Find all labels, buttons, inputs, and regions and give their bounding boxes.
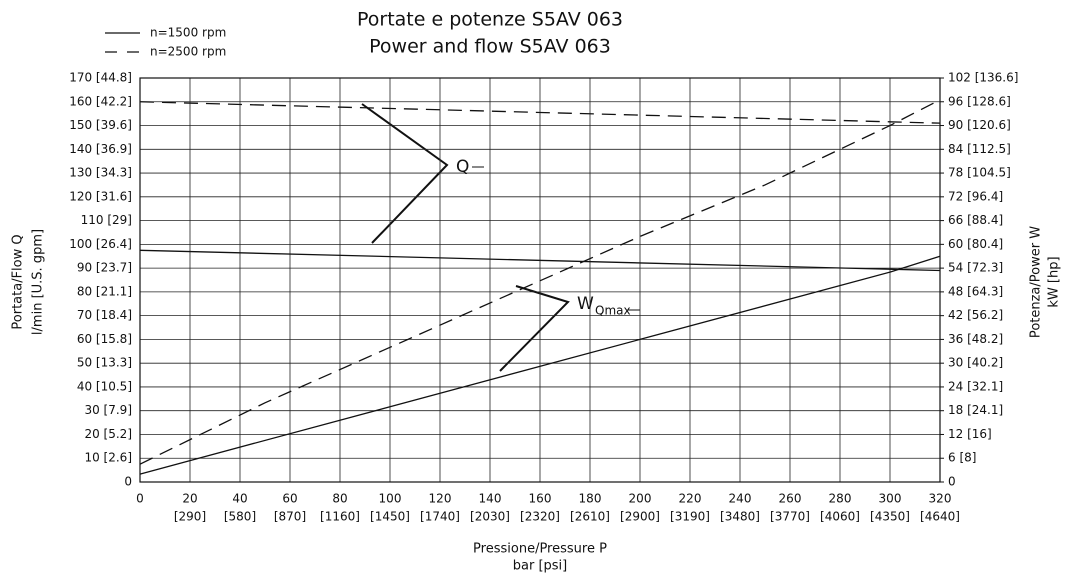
y2-tick-label: 60 [80.4] [948, 237, 1003, 251]
x-tick-label: 180 [579, 492, 602, 506]
y-tick-label: 10 [2.6] [84, 451, 132, 465]
y2-tick-label: 42 [56.2] [948, 308, 1003, 322]
chart-title: Portate e potenze S5AV 063 [357, 9, 623, 31]
x-tick-sublabel: [4350] [870, 510, 910, 524]
y-tick-label: 120 [31.6] [69, 189, 132, 203]
y-axis-unit: l/min [U.S. gpm] [31, 229, 46, 335]
x-tick-sublabel: [290] [174, 510, 206, 524]
x-tick-label: 260 [779, 492, 802, 506]
plot-frame [139, 77, 941, 483]
y2-tick-label: 6 [8] [948, 451, 976, 465]
y2-tick-label: 12 [16] [948, 427, 992, 441]
y-tick-label: 110 [29] [81, 213, 132, 227]
y-tick-label: 0 [124, 475, 132, 489]
q-leader [361, 103, 449, 244]
x-tick-label: 40 [232, 492, 247, 506]
y2-tick-label: 66 [88.4] [948, 213, 1003, 227]
y2-tick-label: 24 [32.1] [948, 379, 1003, 393]
y2-tick-label: 96 [128.6] [948, 94, 1011, 108]
x-tick-label: 160 [529, 492, 552, 506]
y2-axis-label: Potenza/Power W [1029, 226, 1044, 338]
series-line [139, 101, 941, 124]
x-tick-sublabel: [2610] [570, 510, 610, 524]
y-axis-label: Portata/Flow Q [11, 234, 26, 329]
y2-tick-label: 18 [24.1] [948, 403, 1003, 417]
w-annotation: W [577, 294, 594, 314]
x-tick-label: 60 [282, 492, 297, 506]
x-tick-sublabel: [2030] [470, 510, 510, 524]
y-tick-label: 170 [44.8] [69, 71, 132, 85]
x-axis-label: Pressione/Pressure P [473, 542, 607, 557]
q-annotation: Q [456, 157, 469, 177]
x-tick-label: 240 [729, 492, 752, 506]
x-tick-sublabel: [1160] [320, 510, 360, 524]
w-subscript: Qmax [595, 304, 631, 318]
x-tick-label: 0 [136, 492, 144, 506]
y2-tick-label: 48 [64.3] [948, 284, 1003, 298]
x-tick-sublabel: [1450] [370, 510, 410, 524]
x-tick-sublabel: [2900] [620, 510, 660, 524]
x-tick-label: 80 [332, 492, 347, 506]
x-tick-label: 140 [479, 492, 502, 506]
y2-axis-unit: kW [hp] [1047, 256, 1062, 307]
y2-tick-label: 30 [40.2] [948, 356, 1003, 370]
y2-tick-label: 102 [136.6] [948, 71, 1018, 85]
y-tick-label: 20 [5.2] [84, 427, 132, 441]
y-tick-label: 80 [21.1] [77, 284, 132, 298]
x-tick-label: 20 [182, 492, 197, 506]
chart-subtitle: Power and flow S5AV 063 [369, 36, 611, 58]
y-tick-label: 140 [36.9] [69, 142, 132, 156]
w-leader [499, 285, 570, 372]
x-tick-label: 280 [829, 492, 852, 506]
x-tick-label: 320 [929, 492, 952, 506]
y-tick-label: 150 [39.6] [69, 118, 132, 132]
x-tick-sublabel: [3190] [670, 510, 710, 524]
y-tick-label: 40 [10.5] [77, 379, 132, 393]
y-tick-label: 60 [15.8] [77, 332, 132, 346]
y2-tick-label: 78 [104.5] [948, 166, 1011, 180]
y-tick-label: 100 [26.4] [69, 237, 132, 251]
y2-tick-label: 0 [948, 475, 956, 489]
y2-tick-label: 36 [48.2] [948, 332, 1003, 346]
series-line [139, 249, 941, 272]
series-line [139, 99, 941, 465]
y-tick-label: 130 [34.3] [69, 166, 132, 180]
y2-tick-label: 90 [120.6] [948, 118, 1011, 132]
y-tick-label: 50 [13.3] [77, 356, 132, 370]
x-tick-sublabel: [2320] [520, 510, 560, 524]
x-tick-sublabel: [4640] [920, 510, 960, 524]
x-tick-sublabel: [580] [224, 510, 256, 524]
legend-label: n=2500 rpm [150, 45, 226, 59]
x-tick-sublabel: [3770] [770, 510, 810, 524]
y-tick-label: 160 [42.2] [69, 94, 132, 108]
x-tick-label: 100 [379, 492, 402, 506]
x-tick-sublabel: [3480] [720, 510, 760, 524]
x-tick-sublabel: [870] [274, 510, 306, 524]
y-tick-label: 90 [23.7] [77, 261, 132, 275]
x-tick-label: 120 [429, 492, 452, 506]
y-tick-label: 30 [7.9] [84, 403, 132, 417]
x-tick-sublabel: [4060] [820, 510, 860, 524]
legend-label: n=1500 rpm [150, 26, 226, 40]
x-tick-label: 220 [679, 492, 702, 506]
y2-tick-label: 72 [96.4] [948, 189, 1003, 203]
series-line [139, 255, 941, 475]
x-tick-sublabel: [1740] [420, 510, 460, 524]
y2-tick-label: 54 [72.3] [948, 261, 1003, 275]
y2-tick-label: 84 [112.5] [948, 142, 1011, 156]
x-tick-label: 300 [879, 492, 902, 506]
x-axis-unit: bar [psi] [513, 559, 567, 574]
y-tick-label: 70 [18.4] [77, 308, 132, 322]
x-tick-label: 200 [629, 492, 652, 506]
